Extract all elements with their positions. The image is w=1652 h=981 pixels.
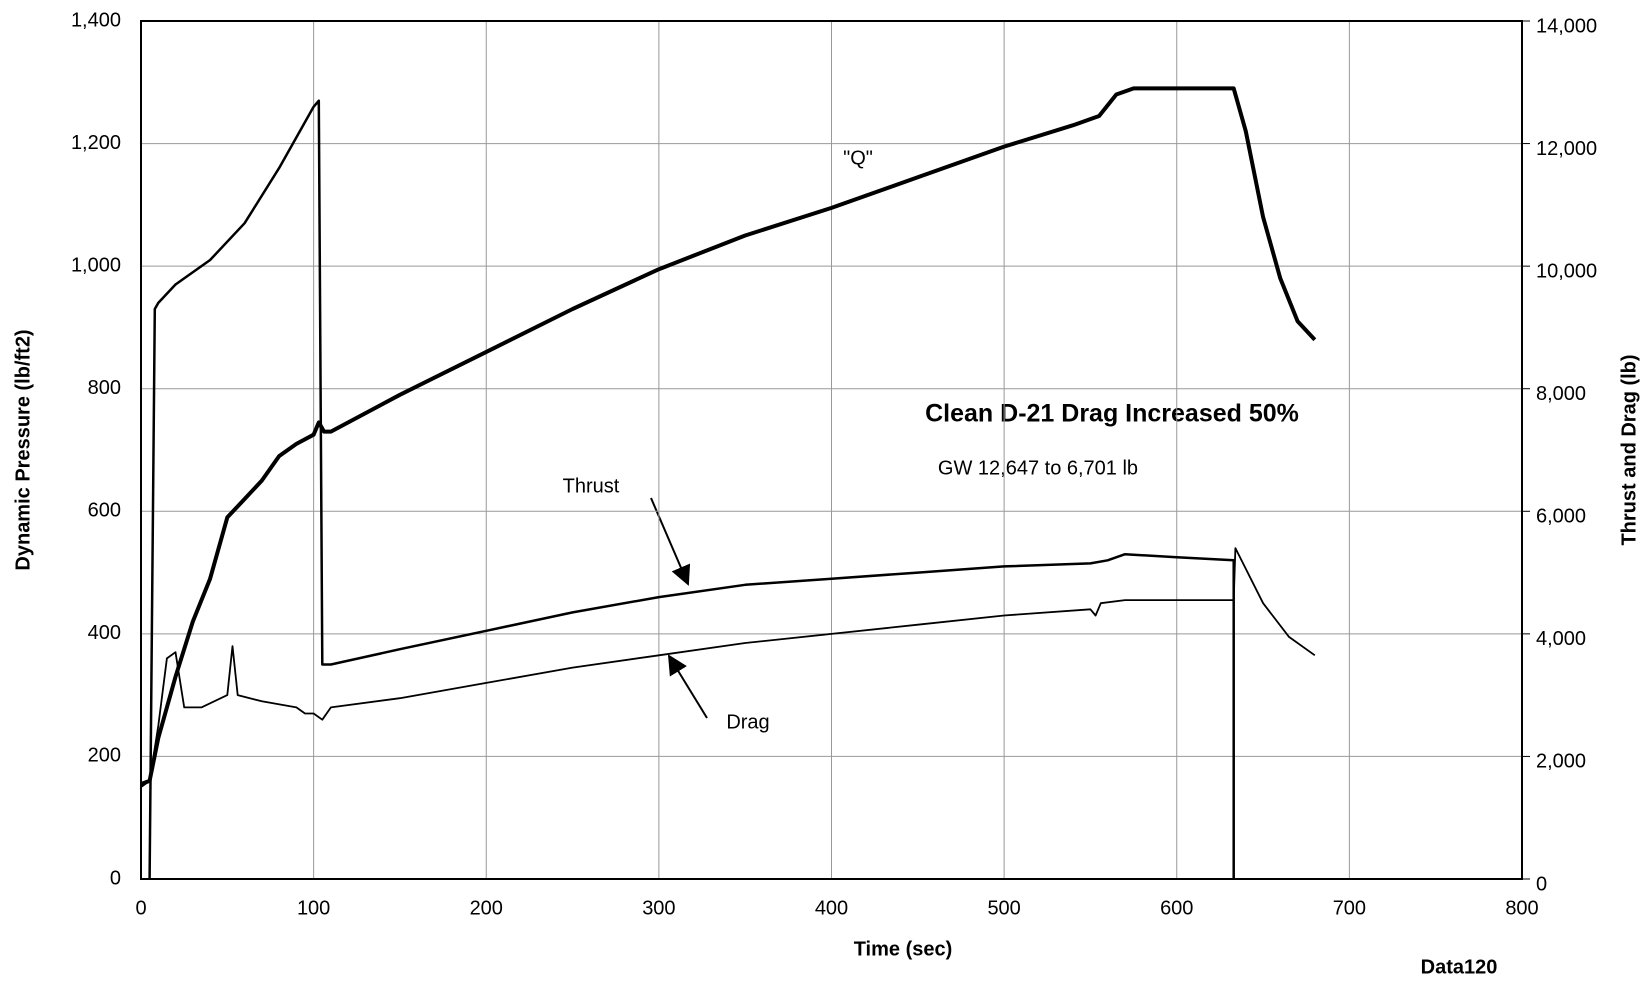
y-tick-label: 200 (88, 745, 121, 767)
annotation-gw: GW 12,647 to 6,701 lb (938, 457, 1138, 479)
x-tick-label: 500 (987, 897, 1020, 919)
series-line (140, 547, 1316, 788)
drag-label: Drag (726, 711, 769, 733)
y2-tick-label: 2,000 (1536, 751, 1586, 773)
q-label: "Q" (843, 147, 873, 169)
y-tick-label: 600 (88, 500, 121, 522)
x-tick-label: 0 (135, 897, 146, 919)
y2-tick-label: 6,000 (1536, 506, 1586, 528)
y-axis-title: Dynamic Pressure (lb/ft2) (12, 329, 34, 570)
x-tick-label: 400 (815, 897, 848, 919)
y2-tick-label: 14,000 (1536, 15, 1597, 37)
y2-tick-label: 0 (1536, 873, 1547, 895)
x-tick-label: 300 (642, 897, 675, 919)
annotation-title: Clean D-21 Drag Increased 50% (925, 400, 1299, 428)
thrust-label: Thrust (563, 475, 620, 497)
y2-tick-label: 10,000 (1536, 260, 1597, 282)
x-tick-label: 200 (470, 897, 503, 919)
plot-frame (140, 20, 1523, 880)
thrust-arrow (650, 497, 691, 586)
y-tick-label: 1,000 (71, 254, 121, 276)
y2-tick-label: 8,000 (1536, 383, 1586, 405)
series-line (148, 99, 1235, 880)
x-axis-title: Time (sec) (854, 938, 953, 960)
series-line (140, 86, 1317, 786)
x-tick-label: 600 (1160, 897, 1193, 919)
y-tick-label: 1,400 (71, 9, 121, 31)
y-tick-label: 800 (88, 377, 121, 399)
x-tick-label: 800 (1505, 897, 1538, 919)
y-tick-label: 400 (88, 622, 121, 644)
y2-axis-title: Thrust and Drag (lb) (1618, 354, 1640, 545)
x-tick-label: 700 (1333, 897, 1366, 919)
y-tick-label: 0 (110, 867, 121, 889)
y2-tick-label: 12,000 (1536, 138, 1597, 160)
y-tick-label: 1,200 (71, 132, 121, 154)
drag-arrow (667, 654, 708, 719)
source-label: Data120 (1421, 956, 1498, 978)
y2-tick-label: 4,000 (1536, 628, 1586, 650)
x-tick-label: 100 (297, 897, 330, 919)
